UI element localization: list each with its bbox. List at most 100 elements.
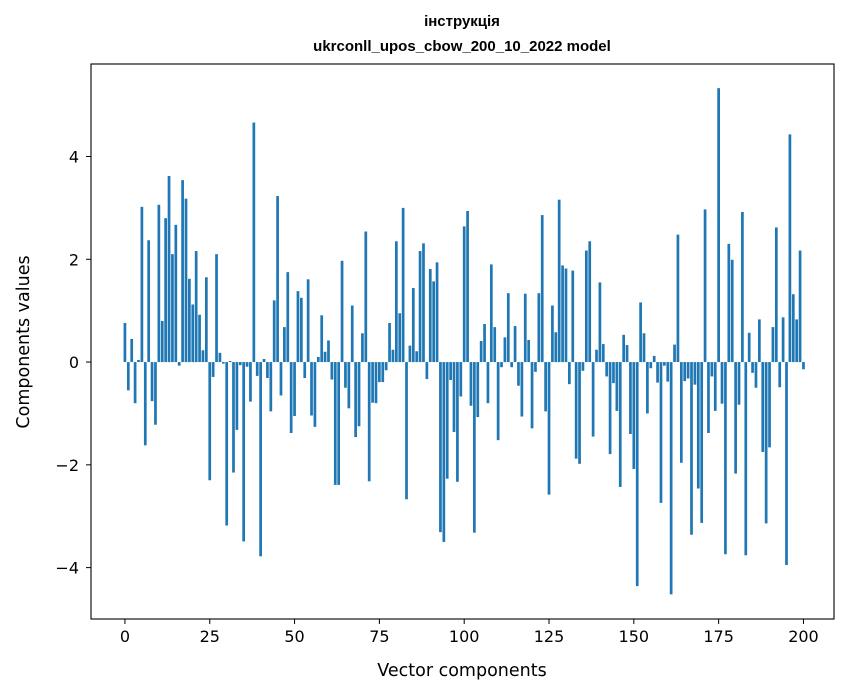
bar-112 <box>503 337 507 363</box>
plot-frame <box>90 63 835 620</box>
bar-143 <box>608 362 612 455</box>
bar-137 <box>588 241 592 363</box>
bar-30 <box>225 362 229 526</box>
bar-106 <box>483 324 486 363</box>
bar-1 <box>126 362 130 391</box>
bar-163 <box>676 234 680 363</box>
bar-10 <box>157 204 161 363</box>
bar-64 <box>340 260 344 363</box>
x-tick-label: 125 <box>534 627 565 646</box>
bar-55 <box>310 362 313 416</box>
bar-43 <box>269 362 273 412</box>
bar-58 <box>320 315 324 363</box>
x-axis-ticks: 0 25 50 75 100 125 150 175 200 <box>120 619 819 646</box>
bar-105 <box>479 340 483 363</box>
bar-77 <box>384 362 388 371</box>
bar-56 <box>313 362 317 427</box>
bar-8 <box>150 362 154 402</box>
bar-28 <box>218 352 222 363</box>
bar-129 <box>561 265 564 363</box>
bar-190 <box>768 362 771 448</box>
x-tick-label: 150 <box>619 627 650 646</box>
x-tick-label: 25 <box>200 627 220 646</box>
bar-15 <box>174 224 178 363</box>
bar-150 <box>632 362 636 469</box>
bar-52 <box>299 297 303 363</box>
bar-121 <box>534 362 537 372</box>
bar-185 <box>751 362 754 373</box>
bar-153 <box>642 333 646 363</box>
bar-133 <box>574 362 578 459</box>
bar-100 <box>462 226 466 363</box>
bar-165 <box>683 362 687 382</box>
bar-107 <box>486 362 490 404</box>
bar-83 <box>405 362 408 500</box>
bar-183 <box>744 362 748 556</box>
bar-104 <box>476 362 480 418</box>
bar-98 <box>456 362 459 482</box>
bar-9 <box>154 362 157 425</box>
bar-115 <box>513 326 517 363</box>
chart-subtitle: ukrconll_upos_cbow_200_10_2022 model <box>313 38 611 55</box>
bar-113 <box>506 293 510 363</box>
bar-54 <box>306 279 310 363</box>
bar-114 <box>510 362 514 368</box>
bar-84 <box>408 345 412 363</box>
bar-18 <box>184 198 188 363</box>
bar-138 <box>591 362 595 437</box>
bar-60 <box>327 340 330 363</box>
bar-142 <box>605 362 609 377</box>
bar-128 <box>557 199 561 363</box>
bar-3 <box>133 362 137 404</box>
bar-154 <box>646 362 649 414</box>
bar-46 <box>279 362 283 396</box>
bar-170 <box>700 362 704 523</box>
bar-175 <box>717 88 720 363</box>
bar-65 <box>344 362 347 388</box>
bar-42 <box>266 362 269 378</box>
bar-24 <box>204 277 208 363</box>
x-tick-label: 0 <box>120 627 130 646</box>
bar-171 <box>703 209 707 363</box>
bar-27 <box>215 254 218 363</box>
bar-72 <box>367 362 371 482</box>
bar-17 <box>181 180 184 363</box>
bar-37 <box>249 362 252 402</box>
bars-group <box>123 88 805 595</box>
bar-132 <box>571 270 575 363</box>
bar-99 <box>459 362 463 397</box>
bar-182 <box>741 212 744 363</box>
bar-63 <box>337 362 341 485</box>
bar-164 <box>679 362 683 463</box>
bar-67 <box>350 305 354 363</box>
bar-47 <box>283 327 286 363</box>
bar-89 <box>425 362 429 380</box>
bar-127 <box>554 332 558 363</box>
bar-74 <box>374 362 378 404</box>
bar-130 <box>564 268 568 363</box>
bar-26 <box>211 362 215 377</box>
chart-title: інструкція <box>424 13 500 30</box>
bar-194 <box>781 317 785 363</box>
bar-69 <box>357 362 361 427</box>
bar-31 <box>228 361 232 363</box>
bar-131 <box>568 362 571 385</box>
bar-45 <box>276 196 279 363</box>
bar-102 <box>469 362 473 406</box>
bar-176 <box>720 362 724 404</box>
bar-186 <box>754 362 758 388</box>
bar-59 <box>323 351 327 363</box>
bar-184 <box>747 332 751 363</box>
bar-68 <box>354 362 357 438</box>
bar-196 <box>788 134 792 363</box>
bar-0 <box>123 323 127 363</box>
bar-191 <box>771 327 775 363</box>
bar-173 <box>710 362 714 377</box>
bar-103 <box>473 362 476 533</box>
bar-32 <box>232 362 235 473</box>
bar-57 <box>316 356 320 363</box>
bar-200 <box>802 362 805 370</box>
bar-93 <box>439 362 442 533</box>
bar-13 <box>167 176 171 363</box>
